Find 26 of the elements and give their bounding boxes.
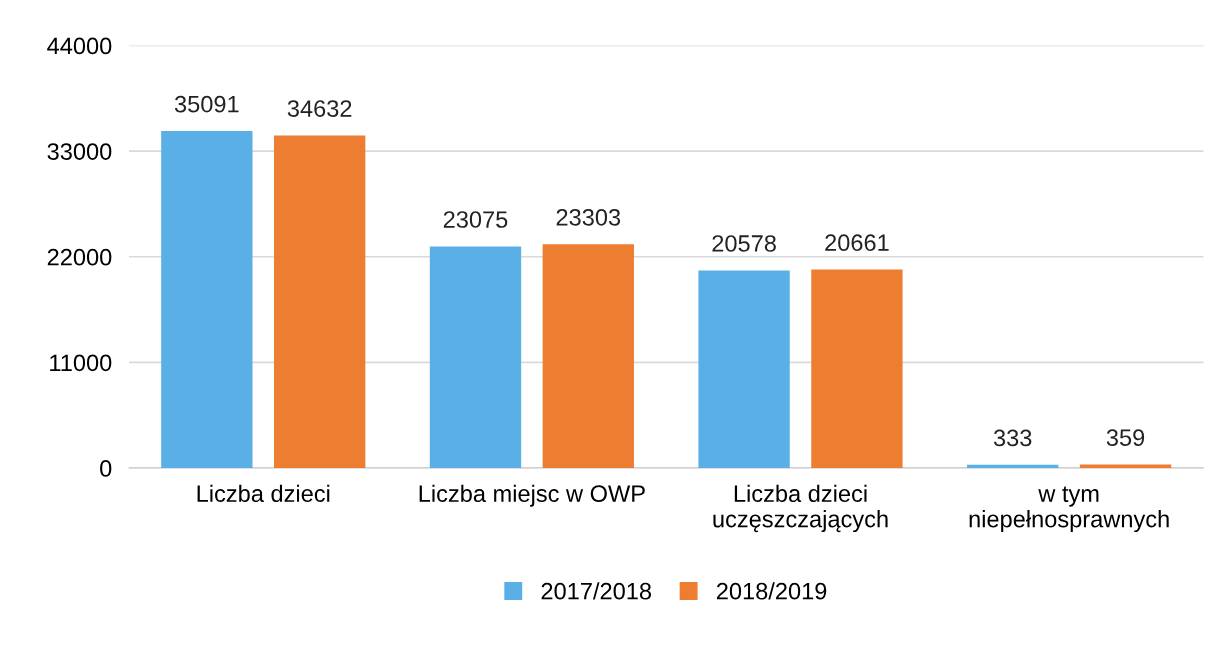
y-tick-label: 22000 (47, 248, 112, 266)
bar (429, 246, 522, 468)
bar (811, 269, 903, 468)
legend-label: 2017/2018 (541, 582, 652, 600)
y-tick-label: 11000 (50, 354, 112, 372)
data-label: 23303 (556, 208, 621, 226)
bar (698, 270, 790, 468)
bar (542, 244, 634, 468)
y-tick-label: 44000 (47, 37, 112, 55)
data-label: 35091 (174, 95, 239, 113)
x-tick-label: Liczba miejsc w OWP (419, 484, 645, 507)
x-tick-label: Liczba dzieci uczęszczających (713, 484, 888, 533)
x-tick-label: w tym niepełnosprawnych (969, 486, 1169, 533)
x-tick-label: Liczba dzieci (197, 484, 330, 503)
data-label: 333 (993, 429, 1032, 447)
data-label: 20578 (712, 235, 776, 252)
data-label: 23075 (443, 211, 508, 228)
data-label: 20661 (825, 234, 889, 252)
bar (967, 464, 1059, 468)
data-label: 359 (1106, 429, 1145, 446)
data-label: 34632 (287, 100, 352, 117)
bar (274, 135, 366, 468)
y-tick-label: 0 (100, 460, 112, 477)
bar (161, 131, 253, 468)
legend-label: 2018/2019 (716, 582, 827, 600)
y-tick-label: 33000 (47, 143, 112, 160)
